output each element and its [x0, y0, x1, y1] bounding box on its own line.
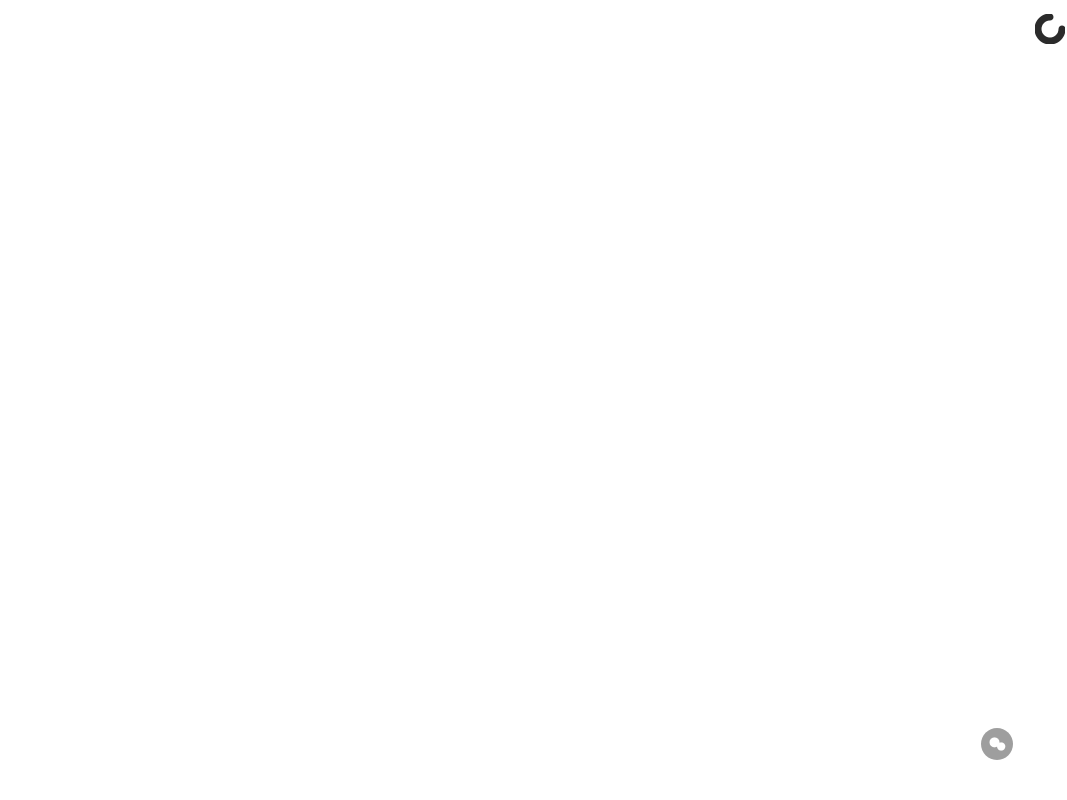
- donut-chart: [0, 0, 1067, 700]
- wechat-icon: [981, 728, 1013, 760]
- wechat-promo: [981, 728, 1021, 760]
